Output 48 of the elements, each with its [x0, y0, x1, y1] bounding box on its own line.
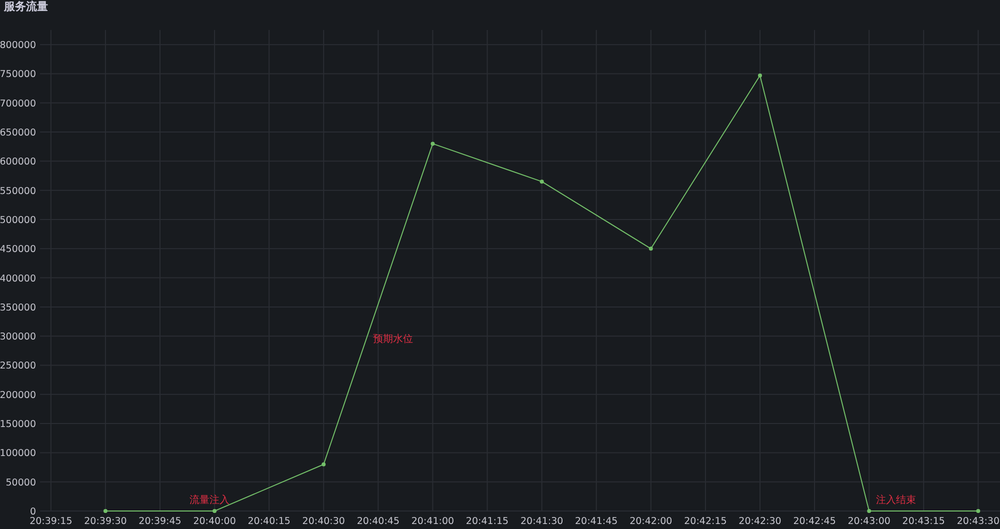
x-tick-label: 20:43:00	[848, 516, 890, 527]
x-tick-label: 20:39:30	[84, 516, 127, 527]
x-tick-label: 20:42:30	[738, 516, 782, 527]
point	[430, 142, 435, 146]
point	[758, 73, 762, 78]
x-tick-label: 20:40:00	[193, 516, 236, 527]
point	[540, 180, 544, 184]
x-tick-label: 20:42:45	[793, 516, 836, 527]
y-tick-label: 150000	[0, 419, 36, 430]
x-tick-label: 20:43:15	[902, 516, 945, 527]
y-tick-label: 500000	[0, 214, 36, 226]
y-tick-label: 600000	[0, 156, 36, 168]
x-tick-label: 20:41:00	[411, 516, 454, 527]
x-tick-label: 20:40:30	[302, 516, 345, 527]
y-tick-label: 0	[30, 506, 36, 518]
y-tick-label: 400000	[0, 273, 36, 284]
x-tick-label: 20:43:30	[956, 516, 1000, 527]
x-tick-label: 20:39:45	[138, 516, 182, 527]
y-tick-label: 200000	[0, 390, 36, 401]
y-tick-label: 300000	[0, 332, 36, 343]
annotation: 注入结束	[876, 494, 916, 506]
point	[103, 509, 108, 513]
y-tick-label: 450000	[0, 244, 36, 256]
point	[867, 509, 872, 513]
x-tick-label: 20:42:00	[630, 516, 672, 527]
y-tick-label: 50000	[6, 477, 36, 488]
x-tick-label: 20:41:45	[575, 516, 618, 527]
x-tick-label: 20:41:30	[520, 516, 564, 527]
x-tick-label: 20:40:15	[248, 516, 290, 527]
y-tick-label: 350000	[0, 302, 36, 314]
x-tick-label: 20:40:45	[356, 516, 400, 527]
x-tick-label: 20:42:15	[684, 516, 727, 527]
y-tick-label: 700000	[0, 98, 36, 110]
y-tick-label: 750000	[0, 69, 36, 80]
point	[976, 509, 980, 513]
annotation: 预期水位	[373, 333, 413, 345]
y-tick-label: 100000	[0, 448, 36, 460]
point	[212, 509, 217, 513]
y-tick-label: 550000	[0, 186, 36, 197]
y-tick-label: 650000	[0, 128, 36, 139]
x-tick-label: 20:41:15	[466, 516, 509, 527]
chart-title: 服务流量	[3, 0, 48, 13]
y-tick-label: 250000	[0, 360, 36, 372]
point	[648, 246, 653, 251]
point	[322, 462, 326, 466]
annotation: 流量注入	[190, 494, 230, 506]
x-tick-label: 20:39:15	[30, 516, 72, 527]
y-tick-label: 800000	[0, 40, 36, 52]
